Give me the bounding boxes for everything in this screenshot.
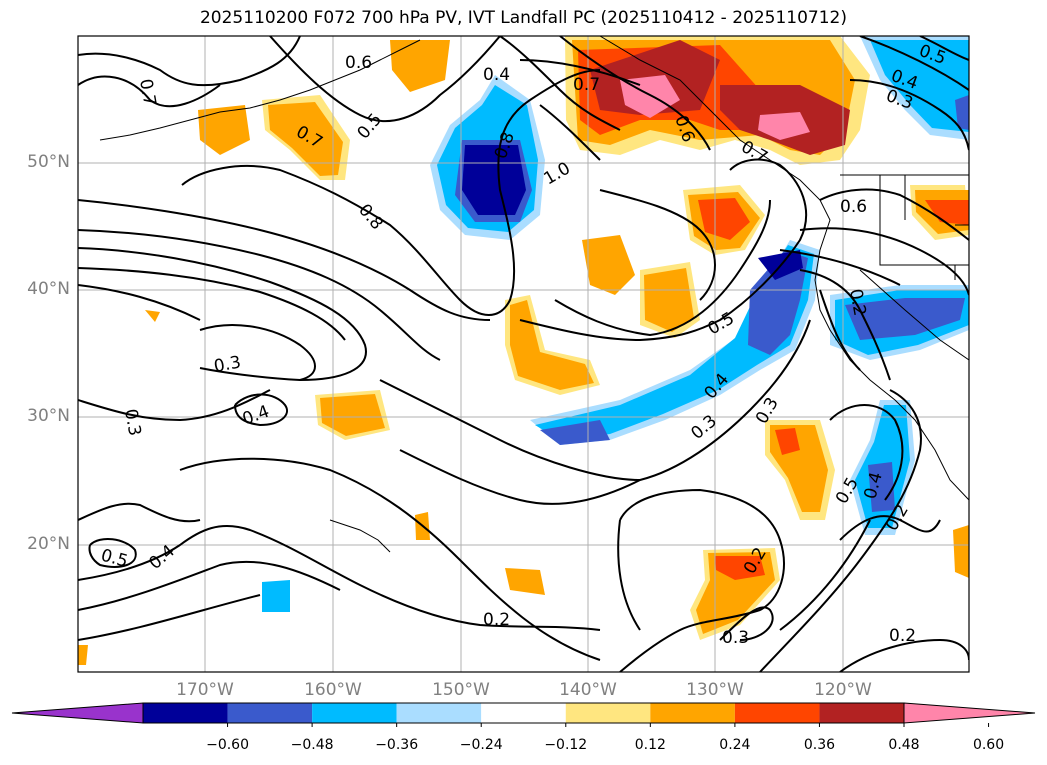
shading-layer xyxy=(78,36,969,665)
colorbar-tick-label: 0.48 xyxy=(888,737,920,753)
pv-positive-regions xyxy=(78,36,969,665)
contour-label: 0.2 xyxy=(483,610,510,630)
contour-label: 0.6 xyxy=(345,53,372,73)
colorbar-tick-label: −0.48 xyxy=(290,737,334,753)
colorbar-cell xyxy=(565,703,651,723)
colorbar xyxy=(11,702,1036,727)
colorbar-cell xyxy=(312,703,397,723)
lon-label: 140°W xyxy=(559,680,617,700)
contour-label: 0.5 xyxy=(705,308,738,339)
colorbar-cell xyxy=(143,703,228,723)
lat-label: 50°N xyxy=(27,152,70,172)
colorbar-cell xyxy=(819,703,904,723)
colorbar-cell xyxy=(650,703,735,723)
contour-label: 0.3 xyxy=(212,353,242,377)
colorbar-tick-label: 0.36 xyxy=(803,737,836,753)
colorbar-tick-label: 0.12 xyxy=(634,737,666,753)
colorbar-cell xyxy=(396,703,482,723)
contour-label: 0.6 xyxy=(840,197,867,217)
lon-label: 170°W xyxy=(176,680,234,700)
contour-label: 0.4 xyxy=(483,65,510,85)
contour-label: 0.4 xyxy=(145,541,179,574)
coastlines xyxy=(99,36,969,553)
colorbar-cell xyxy=(481,703,566,723)
contour-label: 0.3 xyxy=(120,407,144,437)
colorbar-tick-label: 0.24 xyxy=(719,737,751,753)
contour-label: 0.7 xyxy=(573,75,600,95)
lat-label: 30°N xyxy=(27,406,70,426)
colorbar-tick-label: −0.12 xyxy=(544,737,588,753)
colorbar-tick-label: −0.60 xyxy=(206,737,249,753)
colorbar-cell xyxy=(227,703,313,723)
colorbar-extend-right xyxy=(903,702,1036,724)
contour-label: 0.2 xyxy=(889,626,916,646)
lon-label: 120°W xyxy=(814,680,872,700)
lon-label: 150°W xyxy=(432,680,490,700)
map-title: 2025110200 F072 700 hPa PV, IVT Landfall… xyxy=(199,8,847,28)
colorbar-cell xyxy=(734,703,820,723)
contour-label: 0.8 xyxy=(354,200,387,234)
lat-label: 40°N xyxy=(27,279,70,299)
colorbar-tick-label: 0.60 xyxy=(972,737,1005,753)
contour-label: 0.3 xyxy=(722,628,749,648)
lon-label: 160°W xyxy=(304,680,362,700)
colorbar-tick-label: −0.36 xyxy=(375,737,419,753)
colorbar-tick-label: −0.24 xyxy=(459,737,503,753)
pv-contours xyxy=(78,36,969,672)
contour-label: 0.2 xyxy=(845,287,869,317)
plot-frame xyxy=(77,35,970,673)
contour-label: 0.7 xyxy=(135,77,159,107)
colorbar-extend-left xyxy=(11,702,144,724)
contour-label: 0.5 xyxy=(99,546,130,572)
lat-label: 20°N xyxy=(27,534,70,554)
lon-label: 130°W xyxy=(686,680,744,700)
